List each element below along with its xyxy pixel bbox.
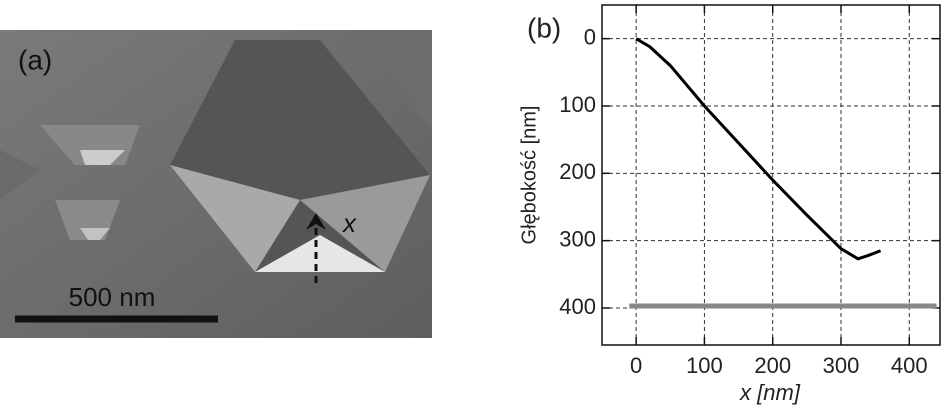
y-tick-label: 300 xyxy=(559,226,596,251)
x-tick-label: 100 xyxy=(686,353,723,378)
data-line xyxy=(635,37,882,261)
x-tick-label: 200 xyxy=(754,353,791,378)
chart: (b) x [nm] Głębokość [nm] 0 100 200 300 400 0… xyxy=(518,4,941,405)
y-tick-label: 200 xyxy=(559,159,596,184)
arrow-label: x xyxy=(341,208,357,238)
panel-label: (a) xyxy=(18,44,52,75)
y-tick-label: 0 xyxy=(584,24,596,49)
x-tick-label: 400 xyxy=(891,353,928,378)
x-tick-label: 300 xyxy=(823,353,860,378)
plot-frame xyxy=(601,4,941,346)
arrow-head xyxy=(306,213,326,230)
x-axis-label: x [nm] xyxy=(739,380,801,405)
scale-bar-label: 500 nm xyxy=(69,282,156,312)
y-tick-label: 400 xyxy=(559,294,596,319)
panel-label: (b) xyxy=(527,12,561,43)
y-tick-label: 100 xyxy=(559,92,596,117)
sem-image: (a) 500 nm x xyxy=(0,30,432,338)
x-tick-label: 0 xyxy=(630,353,642,378)
y-axis-label: Głębokość [nm] xyxy=(518,106,540,245)
